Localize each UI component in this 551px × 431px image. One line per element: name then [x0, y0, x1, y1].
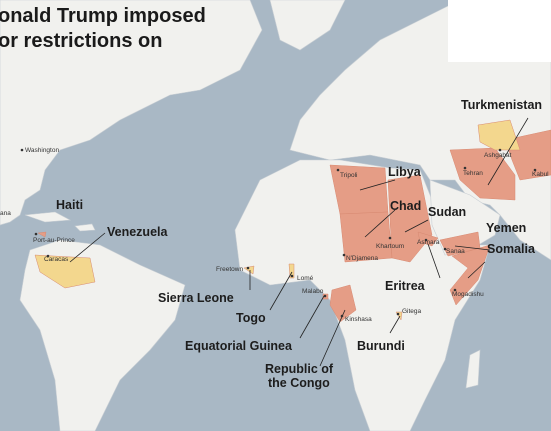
greenland: [269, 0, 346, 51]
country-turkmenistan: [477, 119, 521, 151]
city-dot: [453, 288, 457, 292]
city-dot: [246, 266, 250, 270]
country-venezuela: [34, 254, 96, 289]
leader-line: [319, 309, 346, 367]
leader-line: [299, 295, 325, 339]
leader-line: [454, 245, 491, 251]
city-dot: [342, 253, 346, 257]
legend-box: [448, 0, 551, 62]
highlighted-countries: [34, 119, 551, 323]
title-line: or restrictions on: [0, 30, 162, 52]
country-label: Sierra Leone: [158, 291, 234, 305]
city-dot: [290, 274, 294, 278]
leader-line: [359, 179, 396, 191]
country-label: Libya: [388, 165, 422, 179]
city-label: ana: [0, 210, 11, 217]
city-label: Mogadishu: [452, 291, 484, 298]
title-line: onald Trump imposed: [0, 5, 206, 27]
country-label: Yemen: [486, 221, 526, 235]
country-label: Republic of: [265, 362, 334, 376]
city-dot: [388, 236, 392, 240]
city-label: Freetown: [216, 266, 243, 273]
city-dot: [498, 148, 502, 152]
city-label: Khartoum: [376, 243, 404, 250]
city-label: Tehran: [463, 170, 483, 177]
leader-lines: [69, 117, 529, 367]
city-label: Kabul: [532, 171, 549, 178]
leader-line: [364, 209, 396, 238]
country-label: the Congo: [268, 376, 330, 390]
country-somalia: [449, 244, 491, 306]
city-dot: [443, 247, 447, 251]
leader-line: [389, 315, 401, 334]
city-label: Malabo: [302, 288, 324, 295]
country-libya: [329, 164, 389, 215]
leader-line: [269, 271, 293, 311]
city-dot: [323, 294, 327, 298]
country-label: Venezuela: [107, 225, 168, 239]
city-label: Port-au-Prince: [33, 237, 75, 244]
country-label: Turkmenistan: [461, 98, 542, 112]
country-label: Equatorial Guinea: [185, 339, 293, 353]
city-dot: [340, 314, 344, 318]
country-label: Togo: [236, 311, 266, 325]
madagascar: [465, 349, 481, 389]
leader-line: [487, 117, 529, 186]
city-dot: [533, 168, 537, 172]
arabia: [429, 179, 501, 256]
city-label: N'Djamena: [346, 255, 378, 262]
country-label: Somalia: [487, 242, 536, 256]
country-label: Sudan: [428, 205, 466, 219]
north-america: [0, 0, 263, 226]
city-label: Kinshasa: [345, 316, 372, 323]
south-america: [19, 239, 186, 431]
legend: [448, 0, 551, 62]
city-label: Tripoli: [340, 172, 357, 179]
city-label: Washington: [25, 147, 59, 154]
country-label: Burundi: [357, 339, 405, 353]
city-dot: [424, 238, 428, 242]
country-label: Eritrea: [385, 279, 426, 293]
caribbean: [24, 211, 96, 232]
city-label: Asmara: [417, 239, 440, 246]
city-dot: [463, 166, 467, 170]
city-dot: [396, 312, 400, 316]
leader-line: [69, 232, 106, 263]
city-label: Gitega: [402, 308, 422, 315]
country-eritrea: [417, 231, 439, 247]
country-haiti: [37, 231, 47, 238]
country-sierra-leone: [243, 265, 255, 275]
city-dot: [46, 254, 50, 258]
city-label: Caracas: [44, 256, 69, 263]
city-label: Sanaa: [446, 248, 465, 255]
country-label: Chad: [390, 199, 421, 213]
leader-line: [467, 261, 486, 279]
country-label: Haiti: [56, 198, 83, 212]
city-dot: [34, 232, 38, 236]
city-dot: [336, 168, 340, 172]
leader-line: [404, 219, 429, 233]
leader-line: [427, 243, 441, 279]
city-dot: [20, 148, 24, 152]
city-label: Lomé: [297, 275, 314, 282]
city-label: Ashgabat: [484, 152, 512, 159]
country-congo: [329, 284, 357, 323]
